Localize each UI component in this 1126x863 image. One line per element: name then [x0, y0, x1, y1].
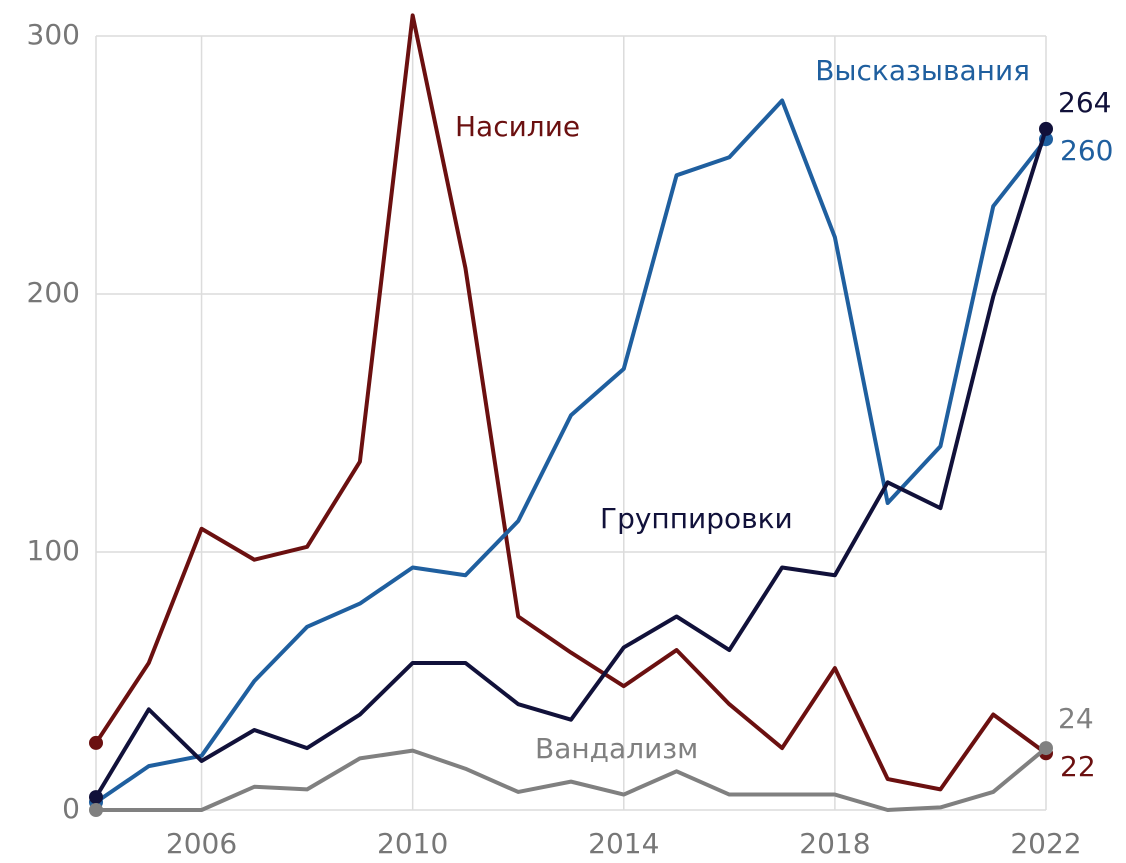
series-line	[94, 128, 1048, 799]
series-line	[96, 746, 1048, 812]
y-tick-label: 200	[27, 276, 80, 309]
end-value-label: 24	[1058, 702, 1094, 735]
x-tick-label: 2022	[1010, 827, 1081, 860]
end-point	[1039, 121, 1053, 136]
x-tick-label: 2006	[166, 827, 237, 860]
y-tick-label: 0	[62, 792, 80, 825]
series-label: Высказывания	[815, 54, 1030, 87]
x-tick-label: 2018	[799, 827, 870, 860]
x-tick-label: 2010	[377, 827, 448, 860]
x-tick-label: 2014	[588, 827, 659, 860]
series-line	[94, 98, 1048, 804]
end-value-label: 260	[1060, 134, 1113, 167]
series-label: Вандализм	[535, 732, 698, 765]
y-tick-label: 100	[27, 534, 80, 567]
series-line	[94, 13, 1048, 792]
end-point	[89, 735, 103, 750]
end-point	[89, 803, 103, 817]
end-point	[89, 790, 103, 805]
y-tick-label: 300	[27, 18, 80, 51]
end-value-label: 264	[1058, 86, 1111, 119]
end-point	[1039, 741, 1053, 756]
series-label: Группировки	[600, 502, 793, 535]
end-value-label: 22	[1060, 750, 1096, 783]
series-label: Насилие	[455, 110, 580, 143]
